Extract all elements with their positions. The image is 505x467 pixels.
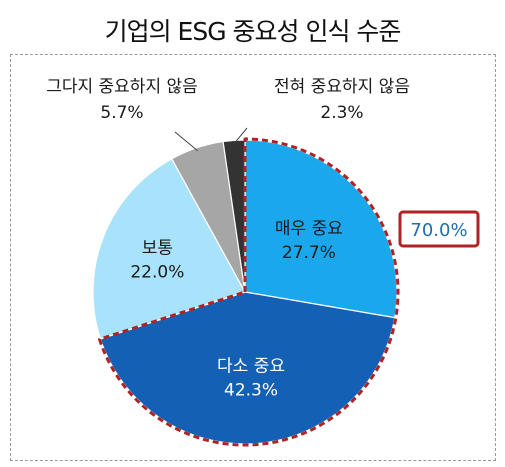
highlight-outline [97, 137, 400, 447]
slice-label-very-important: 매우 중요 [275, 219, 343, 239]
slice-label-not-important-at-all: 전혀 중요하지 않음 [274, 77, 410, 97]
slice-value-somewhat-important: 42.3% [224, 380, 278, 400]
highlight-callout-box [398, 210, 480, 248]
slice-label-not-very-important: 그다지 중요하지 않음 [46, 77, 198, 97]
slice-label-neutral: 보통 [142, 238, 173, 258]
slice-value-neutral: 22.0% [130, 262, 184, 282]
plot-area-frame [10, 54, 496, 461]
slice-value-not-very-important: 5.7% [100, 103, 143, 123]
highlight-callout-value: 70.0% [410, 220, 467, 241]
slice-value-not-important-at-all: 2.3% [320, 103, 363, 123]
chart-title: 기업의 ESG 중요성 인식 수준 [104, 17, 402, 46]
leader-line-not-important-at-all [233, 127, 248, 144]
slice-label-somewhat-important: 다소 중요 [217, 356, 285, 376]
pie-slice-neutral [92, 157, 246, 340]
slice-value-very-important: 27.7% [282, 243, 336, 263]
leader-line-not-very-important [174, 131, 198, 152]
